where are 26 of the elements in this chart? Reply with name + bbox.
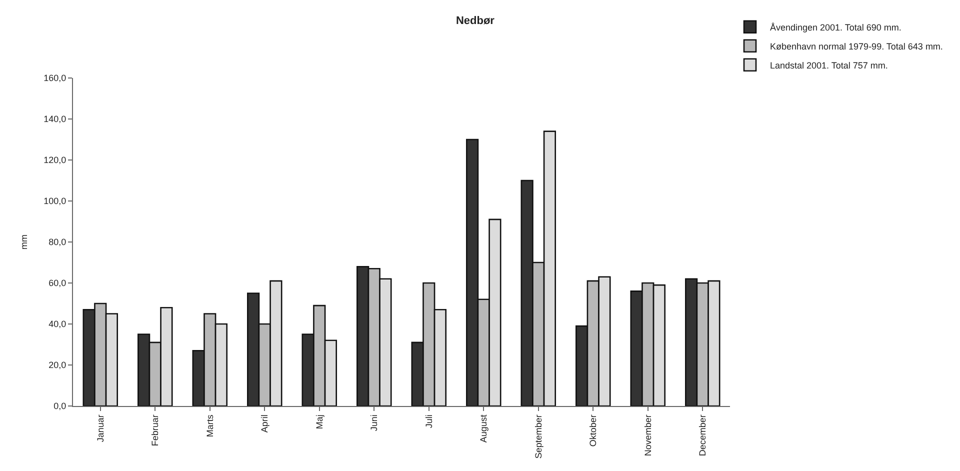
x-tick-label: Januar bbox=[95, 414, 106, 442]
chart-title: Nedbør bbox=[456, 15, 496, 28]
y-tick-label: 120,0 bbox=[44, 155, 66, 166]
x-tick-label: Juli bbox=[424, 414, 434, 428]
y-tick-label: 100,0 bbox=[44, 196, 66, 206]
y-tick-label: 160,0 bbox=[44, 73, 66, 84]
legend-label: Landstal 2001. Total 757 mm. bbox=[770, 60, 888, 70]
x-tick-label: Oktober bbox=[588, 414, 598, 447]
x-tick-label: Maj bbox=[314, 414, 324, 430]
y-tick-label: 60,0 bbox=[48, 278, 66, 288]
y-tick-label: 20,0 bbox=[48, 360, 66, 370]
y-tick-label: 140,0 bbox=[44, 114, 66, 124]
y-tick-label: 40,0 bbox=[48, 319, 66, 330]
y-axis-title: mm bbox=[19, 234, 30, 250]
x-tick-label: November bbox=[642, 414, 653, 456]
x-tick-label: Marts bbox=[204, 414, 215, 438]
x-tick-label: Februar bbox=[150, 414, 160, 446]
y-tick-label: 0,0 bbox=[54, 401, 66, 412]
x-tick-label: August bbox=[478, 414, 489, 443]
legend-label: Åvendingen 2001. Total 690 mm. bbox=[770, 22, 902, 32]
x-tick-label: December bbox=[698, 414, 708, 456]
x-tick-label: Juni bbox=[369, 414, 380, 432]
legend-label: København normal 1979-99. Total 643 mm. bbox=[770, 41, 943, 52]
x-tick-label: April bbox=[260, 414, 270, 433]
y-tick-label: 80,0 bbox=[48, 237, 66, 248]
x-tick-label: September bbox=[533, 414, 544, 459]
